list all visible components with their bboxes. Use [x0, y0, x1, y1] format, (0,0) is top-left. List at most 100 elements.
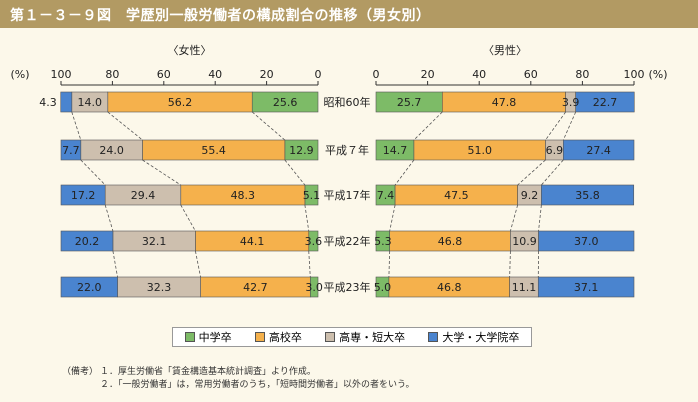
notes-label: （備考）	[62, 367, 99, 377]
connector-female	[112, 250, 118, 278]
data-label-female: 44.1	[240, 235, 265, 248]
data-label-male: 6.9	[546, 144, 564, 157]
connector-male	[517, 159, 546, 186]
legend-swatch	[254, 332, 265, 342]
connector-female	[195, 250, 201, 278]
connector-male	[541, 159, 564, 186]
connector-female	[251, 111, 286, 141]
connector-male	[509, 250, 511, 278]
male-axis-tick-label: 100	[624, 68, 645, 81]
data-label-male: 37.0	[574, 235, 599, 248]
category-label: 平成17年	[324, 188, 371, 202]
data-label-female: 12.9	[289, 144, 314, 157]
legend-swatch	[184, 332, 195, 342]
connector-male	[545, 111, 566, 141]
connector-female	[180, 204, 196, 232]
legend-label: 中学卒	[198, 331, 232, 344]
female-axis-tick-label: 40	[208, 68, 222, 81]
male-axis-tick-label: 60	[524, 68, 538, 81]
panel-title-male: 〈男性〉	[483, 43, 527, 57]
bar-female	[60, 184, 106, 206]
female-axis-tick-label: 80	[105, 68, 119, 81]
legend: 中学卒 高校卒 高専・短大卒 大学・大学院卒	[172, 327, 532, 347]
data-label-male: 10.9	[512, 235, 537, 248]
category-label: 平成７年	[325, 143, 369, 157]
connector-female	[80, 159, 106, 186]
chart: 〈女性〉 〈男性〉(%) (%)100 80 60 40 20 0 0 20 40 60 80 100昭和…	[10, 43, 668, 298]
bar-male	[563, 139, 635, 161]
data-label-male: 5.0	[374, 281, 392, 294]
note-row: ２．「一般労働者」は，常用労働者のうち，「短時間労働者」以外の者をいう。	[62, 379, 414, 392]
category-label: 平成23年	[324, 280, 371, 294]
bar-female	[60, 139, 82, 161]
data-label-female: 56.2	[168, 96, 193, 109]
data-label-male: 46.8	[438, 235, 463, 248]
data-label-male: 47.8	[492, 96, 517, 109]
connector-female	[104, 204, 114, 232]
data-label-female: 25.6	[273, 96, 298, 109]
connector-female	[284, 159, 306, 186]
male-axis-tick-label: 40	[472, 68, 486, 81]
female-axis-tick-label: 100	[51, 68, 72, 81]
connector-female	[71, 111, 82, 141]
data-label-male: 9.2	[521, 189, 539, 202]
legend-item-university: 大学・大学院卒	[428, 329, 519, 345]
data-label-male: 11.1	[512, 281, 537, 294]
data-label-female: 32.1	[142, 235, 167, 248]
legend-swatch	[325, 332, 336, 342]
data-label-female: 4.3	[39, 96, 57, 109]
connector-male	[388, 250, 391, 278]
data-label-female: 5.1	[303, 189, 321, 202]
notes: （備考） １．厚生労働省「賃金構造基本統計調査」より作成。 ２．「一般労働者」は…	[62, 366, 414, 392]
legend-label: 高校卒	[268, 331, 302, 344]
data-label-female: 3.6	[305, 235, 323, 248]
data-label-female: 48.3	[231, 189, 256, 202]
connector-male	[510, 204, 519, 232]
data-label-female: 29.4	[131, 189, 156, 202]
category-label: 昭和60年	[324, 95, 371, 109]
female-axis-tick-label: 0	[315, 68, 322, 81]
male-axis-tick-label: 80	[575, 68, 589, 81]
connector-female	[142, 159, 181, 186]
connector-female	[304, 204, 310, 232]
data-label-female: 7.7	[62, 144, 80, 157]
data-label-male: 35.8	[575, 189, 600, 202]
bar-male	[538, 230, 635, 252]
connector-male	[389, 204, 396, 232]
legend-label: 大学・大学院卒	[442, 331, 520, 344]
data-label-female: 22.0	[77, 281, 102, 294]
data-label-male: 5.3	[374, 235, 392, 248]
data-label-male: 47.5	[444, 189, 469, 202]
legend-swatch	[428, 332, 439, 342]
figure-title: 第１－３－９図 学歴別一般労働者の構成割合の推移（男女別）	[10, 8, 431, 24]
category-label: 平成22年	[324, 234, 371, 248]
female-axis-tick-label: 20	[260, 68, 274, 81]
data-label-male: 3.9	[562, 96, 580, 109]
data-label-female: 55.4	[201, 144, 226, 157]
data-label-male: 14.7	[383, 144, 408, 157]
note-line: ２．「一般労働者」は，常用労働者のうち，「短時間労働者」以外の者をいう。	[100, 380, 415, 390]
data-label-male: 51.0	[467, 144, 492, 157]
legend-item-junior-college: 高専・短大卒	[325, 329, 405, 345]
note-row: （備考） １．厚生労働省「賃金構造基本統計調査」より作成。	[62, 366, 414, 379]
bar-male	[537, 276, 635, 298]
data-label-male: 46.8	[437, 281, 462, 294]
connector-female	[107, 111, 143, 141]
legend-item-high-school: 高校卒	[254, 329, 302, 345]
data-label-female: 14.0	[78, 96, 103, 109]
data-label-female: 17.2	[71, 189, 96, 202]
bar-male	[575, 91, 635, 113]
bar-female	[60, 230, 114, 252]
data-label-male: 27.4	[586, 144, 611, 157]
data-label-female: 24.0	[99, 144, 124, 157]
unit-label-left: (%)	[10, 68, 29, 81]
male-axis-tick-label: 0	[373, 68, 380, 81]
bar-female	[60, 91, 73, 113]
legend-item-junior-high: 中学卒	[184, 329, 232, 345]
panel-title-female: 〈女性〉	[168, 43, 212, 57]
data-label-female: 42.7	[243, 281, 268, 294]
female-axis-tick-label: 60	[157, 68, 171, 81]
data-label-male: 7.4	[377, 189, 395, 202]
data-label-male: 25.7	[397, 96, 422, 109]
male-axis-tick-label: 20	[421, 68, 435, 81]
